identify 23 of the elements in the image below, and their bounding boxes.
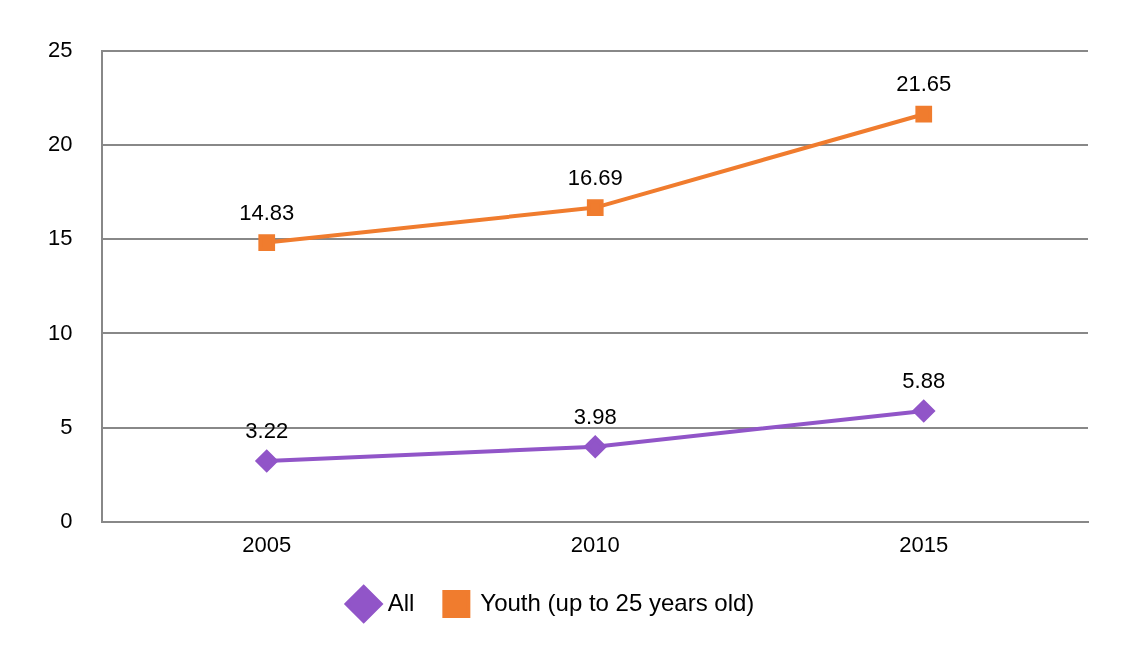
data-label: 3.98 (573, 403, 617, 429)
y-tick-label: 20 (47, 131, 73, 157)
data-label: 3.22 (245, 418, 289, 444)
legend-label: Youth (up to 25 years old) (480, 588, 755, 616)
point (584, 435, 607, 458)
y-tick-label: 0 (60, 507, 73, 533)
point (586, 199, 604, 216)
legend-label: All (387, 588, 415, 616)
point (912, 399, 935, 422)
x-tick-label: 2005 (242, 531, 292, 557)
point (258, 234, 276, 251)
data-label: 5.88 (902, 368, 946, 394)
x-tick-label: 2015 (899, 531, 949, 557)
point (255, 450, 278, 473)
data-label: 16.69 (567, 164, 623, 190)
y-tick-label: 25 (47, 37, 73, 63)
point (915, 105, 933, 123)
data-label: 14.83 (239, 199, 295, 225)
y-tick-label: 10 (47, 319, 73, 345)
y-tick-label: 15 (47, 225, 73, 251)
y-tick-label: 5 (60, 413, 73, 439)
data-label: 21.65 (896, 71, 952, 97)
x-tick-label: 2010 (570, 531, 620, 557)
